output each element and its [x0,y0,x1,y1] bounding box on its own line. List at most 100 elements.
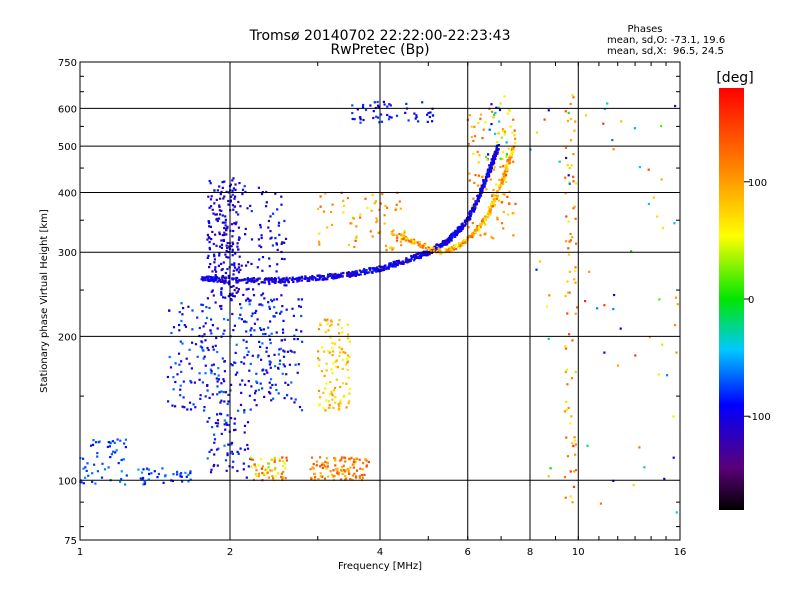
echo-point [570,377,574,380]
echo-point [245,264,248,267]
echo-point [345,382,348,385]
echo-point [346,360,350,363]
echo-point [379,265,382,268]
echo-point [332,362,335,365]
echo-point [323,318,326,321]
echo-point [392,229,395,232]
echo-point [474,229,477,232]
echo-point [263,395,266,398]
echo-point [220,399,223,402]
echo-point [586,444,589,447]
echo-point [218,245,222,248]
echo-point [313,276,316,279]
echo-point [203,409,206,412]
echo-point [282,460,285,463]
echo-point [465,239,468,242]
echo-point [162,481,165,484]
echo-point [438,244,442,247]
echo-point [238,237,241,240]
echo-point [211,426,214,429]
echo-point [596,307,599,310]
echo-point [630,250,633,253]
echo-point [231,248,234,251]
echo-point [466,217,469,220]
echo-point [96,470,99,473]
echo-point [346,197,349,200]
echo-point [190,367,193,370]
echo-point [498,178,501,181]
echo-point [209,275,212,279]
echo-point [326,226,329,229]
echo-point [496,216,499,219]
echo-point [413,240,417,243]
echo-point [395,203,398,206]
echo-point [572,153,575,156]
y-axis-label: Stationary phase Virtual Height [km] [39,209,50,393]
echo-point [343,470,346,473]
echo-point [221,221,224,224]
echo-point [400,244,403,247]
echo-point [340,466,343,469]
echo-point [606,102,609,105]
echo-point [239,303,242,306]
echo-point [408,240,411,243]
echo-point [223,444,226,447]
echo-point [260,234,263,237]
echo-point [204,395,207,398]
echo-point [282,355,286,358]
echo-point [321,462,324,465]
echo-point [333,474,336,478]
echo-point [489,169,492,172]
echo-point [348,392,351,395]
echo-point [510,152,513,155]
echo-point [242,362,246,365]
echo-point [508,202,511,205]
echo-point [259,223,262,227]
echo-point [398,200,401,203]
echo-point [327,475,330,478]
echo-point [182,307,185,310]
echo-point [476,198,479,202]
echo-point [360,473,364,477]
echo-point [240,318,243,321]
echo-point [124,483,127,486]
echo-point [405,237,408,240]
echo-point [377,105,380,108]
echo-point [672,456,675,459]
echo-point [231,277,234,280]
echo-point [335,359,338,362]
echo-point [445,240,448,243]
echo-point [209,263,212,266]
echo-point [86,462,89,465]
echo-point [484,217,487,220]
echo-point [139,477,142,480]
echo-point [512,118,515,121]
echo-point [271,244,274,247]
echo-point [256,266,259,269]
echo-point [573,205,576,208]
echo-point [444,239,447,242]
echo-point [471,233,474,236]
echo-point [514,202,517,205]
echo-point [274,383,277,386]
echo-point [300,314,303,318]
echo-point [486,175,489,178]
echo-point [574,281,577,284]
echo-point [257,472,260,475]
echo-point [188,348,191,351]
echo-point [450,249,454,252]
echo-point [331,394,334,397]
echo-point [338,319,341,322]
echo-point [213,441,216,444]
echo-point [476,184,480,187]
echo-point [419,256,422,259]
echo-point [574,217,577,220]
echo-point [353,463,356,466]
echo-point [210,468,213,471]
echo-point [474,206,477,209]
echo-point [346,323,349,326]
echo-point [263,373,266,376]
echo-point [292,280,295,283]
echo-point [342,469,346,472]
echo-point [477,192,480,195]
